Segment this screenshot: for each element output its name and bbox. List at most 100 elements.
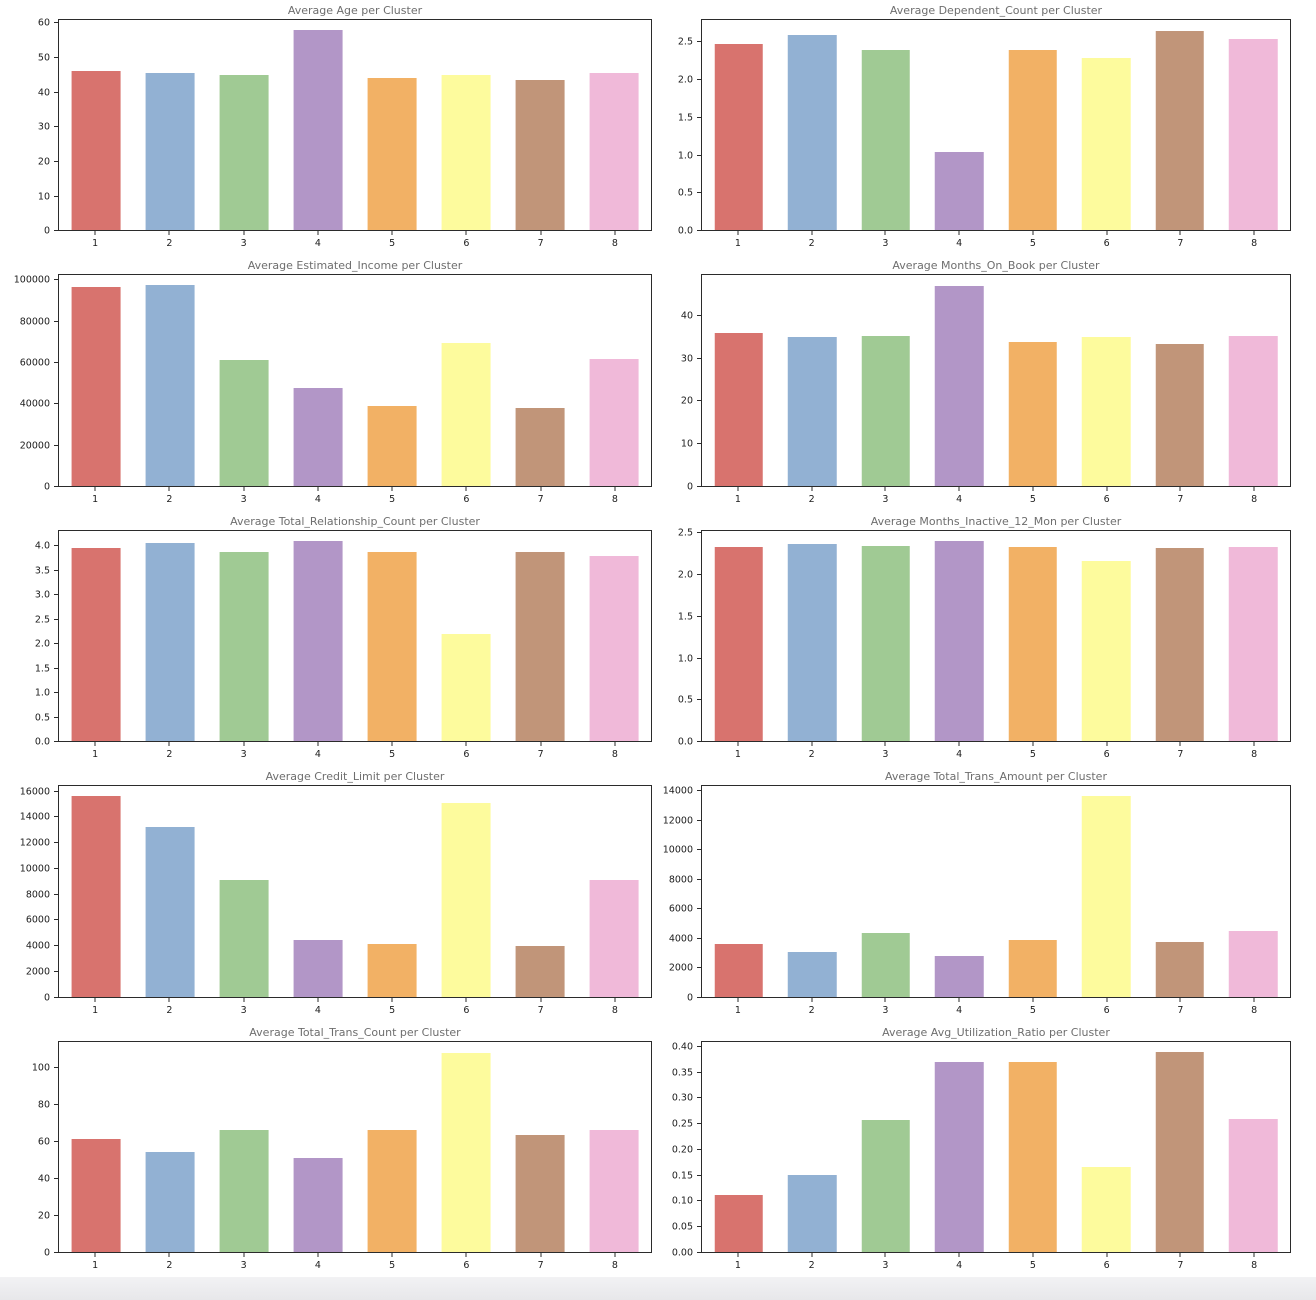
y-tick-label: 0.5 [677, 187, 693, 199]
chart-panel-2: Average Dependent_Count per Cluster 0.0 0.… [658, 0, 1316, 255]
bar-cluster-6 [1082, 560, 1131, 742]
x-tick-mark [1106, 486, 1108, 491]
y-tick-label: 2000 [668, 962, 693, 974]
y-tick-mark [697, 849, 701, 851]
x-tick-label: 5 [389, 749, 396, 761]
x-tick-label: 5 [389, 1004, 396, 1016]
chart-panel-1: Average Age per Cluster 0 10 20 30 40 50 60 1 2 3 4… [0, 0, 658, 255]
x-tick-label: 8 [1251, 1004, 1258, 1016]
y-tick-mark [54, 893, 58, 895]
y-tick-label: 30 [680, 353, 693, 365]
x-tick-label: 8 [611, 749, 618, 761]
y-tick-label: 3.0 [34, 589, 50, 601]
y-tick-label: 2.0 [677, 74, 693, 86]
y-tick-mark [697, 192, 701, 194]
x-tick-mark [94, 486, 96, 491]
x-tick-label: 2 [808, 1259, 815, 1271]
y-tick-label: 0.5 [34, 712, 50, 724]
x-tick-label: 7 [1177, 1259, 1184, 1271]
x-tick-label: 4 [314, 493, 321, 505]
y-tick-label: 80000 [19, 316, 50, 328]
x-tick-label: 6 [1103, 749, 1110, 761]
y-tick-label: 20000 [19, 440, 50, 452]
x-tick-mark [391, 486, 393, 491]
x-tick-mark [391, 231, 393, 236]
x-tick-mark [317, 486, 319, 491]
y-tick-label: 10 [37, 191, 50, 203]
y-tick-mark [54, 195, 58, 197]
x-tick-label: 4 [956, 1259, 963, 1271]
x-tick-label: 2 [166, 1004, 173, 1016]
bar-cluster-3 [861, 336, 910, 486]
x-axis: 1 2 3 4 5 6 7 8 [58, 231, 652, 255]
bar-cluster-8 [1229, 336, 1278, 486]
plot-area [701, 529, 1291, 743]
y-tick-mark [54, 945, 58, 947]
y-tick-label: 0.00 [671, 1247, 693, 1259]
y-tick-label: 0.0 [677, 736, 693, 748]
y-tick-mark [697, 657, 701, 659]
x-tick-mark [168, 486, 170, 491]
y-tick-label: 0.25 [671, 1118, 693, 1130]
x-tick-label: 6 [463, 1004, 470, 1016]
bar-cluster-7 [1155, 344, 1204, 486]
y-tick-mark [54, 919, 58, 921]
x-tick-label: 8 [1251, 1259, 1258, 1271]
y-axis: 0.0 0.5 1.0 1.5 2.0 2.5 3.0 3.5 4.0 [0, 530, 58, 748]
bar-cluster-4 [293, 388, 343, 486]
x-tick-label: 2 [808, 493, 815, 505]
x-axis: 1 2 3 4 5 6 7 8 [701, 486, 1291, 511]
x-tick-mark [465, 486, 467, 491]
x-tick-label: 7 [537, 1004, 544, 1016]
x-tick-label: 7 [537, 493, 544, 505]
y-tick-mark [697, 819, 701, 821]
x-tick-mark [1106, 997, 1108, 1002]
chart-title: Average Total_Trans_Count per Cluster [249, 1025, 461, 1039]
x-tick-mark [243, 231, 245, 236]
x-tick-mark [737, 231, 739, 236]
x-tick-mark [614, 997, 616, 1002]
bar-cluster-2 [788, 951, 837, 997]
bar-cluster-6 [441, 633, 491, 742]
x-tick-mark [1253, 486, 1255, 491]
plot-area [58, 1040, 652, 1253]
bar-cluster-3 [861, 1120, 910, 1252]
y-tick-label: 1.5 [34, 663, 50, 675]
y-tick-mark [697, 1226, 701, 1228]
y-tick-mark [54, 569, 58, 571]
page-footer-strip [0, 1277, 1316, 1300]
x-tick-mark [317, 1252, 319, 1257]
bar-cluster-4 [293, 541, 343, 742]
x-tick-mark [168, 742, 170, 747]
y-tick-mark [54, 1140, 58, 1142]
x-tick-mark [958, 997, 960, 1002]
bar-cluster-8 [589, 1130, 639, 1252]
y-tick-mark [54, 867, 58, 869]
bar-cluster-7 [515, 945, 565, 997]
y-tick-label: 0.05 [671, 1221, 693, 1233]
y-tick-label: 40 [680, 310, 693, 322]
x-tick-mark [737, 486, 739, 491]
y-axis: 0 2000 4000 6000 8000 10000 12000 14000 [658, 785, 701, 1003]
bar-cluster-5 [1008, 546, 1057, 742]
y-tick-label: 80 [37, 1099, 50, 1111]
x-tick-label: 4 [314, 1259, 321, 1271]
y-tick-label: 0.5 [677, 694, 693, 706]
x-tick-label: 3 [882, 1259, 889, 1271]
y-axis: 0.0 0.5 1.0 1.5 2.0 2.5 [658, 528, 701, 748]
y-tick-mark [697, 699, 701, 701]
x-tick-label: 6 [1103, 238, 1110, 250]
chart-title: Average Total_Relationship_Count per Clu… [230, 514, 480, 528]
x-tick-mark [811, 486, 813, 491]
y-tick-label: 0.30 [671, 1092, 693, 1104]
y-tick-mark [54, 444, 58, 446]
bar-cluster-8 [1229, 931, 1278, 997]
x-tick-mark [811, 231, 813, 236]
x-tick-mark [317, 231, 319, 236]
bar-cluster-4 [293, 939, 343, 997]
x-tick-mark [1179, 486, 1181, 491]
x-tick-mark [1253, 231, 1255, 236]
x-tick-label: 2 [166, 493, 173, 505]
y-tick-mark [54, 716, 58, 718]
y-tick-mark [697, 357, 701, 359]
